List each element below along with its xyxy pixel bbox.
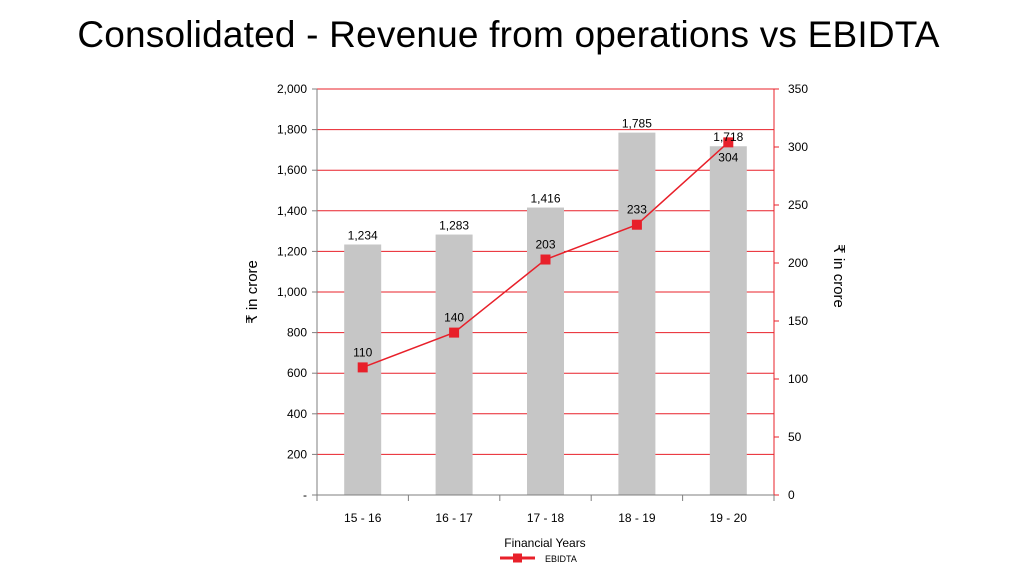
y-tick-label-left: 400 xyxy=(287,407,307,421)
y-tick-label-left: 1,600 xyxy=(277,163,307,177)
bar xyxy=(435,234,473,495)
page-title: Consolidated - Revenue from operations v… xyxy=(77,14,940,55)
ebidta-point xyxy=(631,219,642,230)
ebidta-value-label: 233 xyxy=(627,203,647,217)
y-tick-label-left: 1,200 xyxy=(277,244,307,258)
x-tick-label: 19 - 20 xyxy=(710,511,748,525)
ebidta-point xyxy=(540,254,551,265)
bar-value-label: 1,234 xyxy=(348,228,378,242)
y-tick-label-right: 150 xyxy=(788,314,808,328)
y-tick-label-left: - xyxy=(303,488,307,502)
x-tick-label: 15 - 16 xyxy=(344,511,382,525)
ebidta-point xyxy=(357,362,368,373)
ebidta-point xyxy=(449,327,460,338)
x-axis-label: Financial Years xyxy=(504,536,585,550)
x-tick-label: 18 - 19 xyxy=(618,511,656,525)
y-tick-label-left: 600 xyxy=(287,366,307,380)
legend-marker-swatch xyxy=(513,553,522,563)
x-tick-label: 17 - 18 xyxy=(527,511,565,525)
legend-label-ebidta: EBIDTA xyxy=(545,554,577,564)
ebidta-value-label: 140 xyxy=(444,311,464,325)
y-tick-label-left: 1,400 xyxy=(277,204,307,218)
x-tick-label: 16 - 17 xyxy=(435,511,473,525)
y-tick-label-left: 800 xyxy=(287,326,307,340)
y-tick-label-right: 100 xyxy=(788,372,808,386)
bar xyxy=(709,146,747,495)
ebidta-value-label: 203 xyxy=(535,238,555,252)
y-tick-label-left: 1,800 xyxy=(277,123,307,137)
y-tick-label-right: 250 xyxy=(788,198,808,212)
y-axis-label-left: ₹ in crore xyxy=(244,260,261,324)
y-axis-label-right: ₹ in crore xyxy=(830,244,847,308)
y-tick-label-right: 300 xyxy=(788,140,808,154)
y-tick-label-right: 350 xyxy=(788,82,808,96)
ebidta-point xyxy=(723,137,734,148)
bar xyxy=(618,132,656,495)
y-tick-label-right: 0 xyxy=(788,488,795,502)
legend: EBIDTA xyxy=(500,553,577,564)
ebidta-value-label: 110 xyxy=(353,345,372,359)
y-tick-label-left: 1,000 xyxy=(277,285,307,299)
y-tick-label-right: 200 xyxy=(788,256,808,270)
axes: - 200 400 600 800 1,000 1,200 1,400 1,600 1,800 2,… xyxy=(277,82,808,525)
data-labels: 1,234 1,283 1,416 1,785 1,718 110 140 203 233 304 xyxy=(348,117,744,360)
y-tick-label-right: 50 xyxy=(788,430,802,444)
y-tick-label-left: 2,000 xyxy=(277,82,307,96)
ebidta-value-label: 304 xyxy=(718,150,738,164)
bar-value-label: 1,416 xyxy=(530,192,560,206)
bar-series xyxy=(344,132,747,495)
y-tick-label-left: 200 xyxy=(287,447,307,461)
bar-value-label: 1,718 xyxy=(713,130,743,144)
bar-value-label: 1,785 xyxy=(622,117,652,131)
ebidta-series xyxy=(357,137,734,373)
bar-value-label: 1,283 xyxy=(439,219,469,233)
